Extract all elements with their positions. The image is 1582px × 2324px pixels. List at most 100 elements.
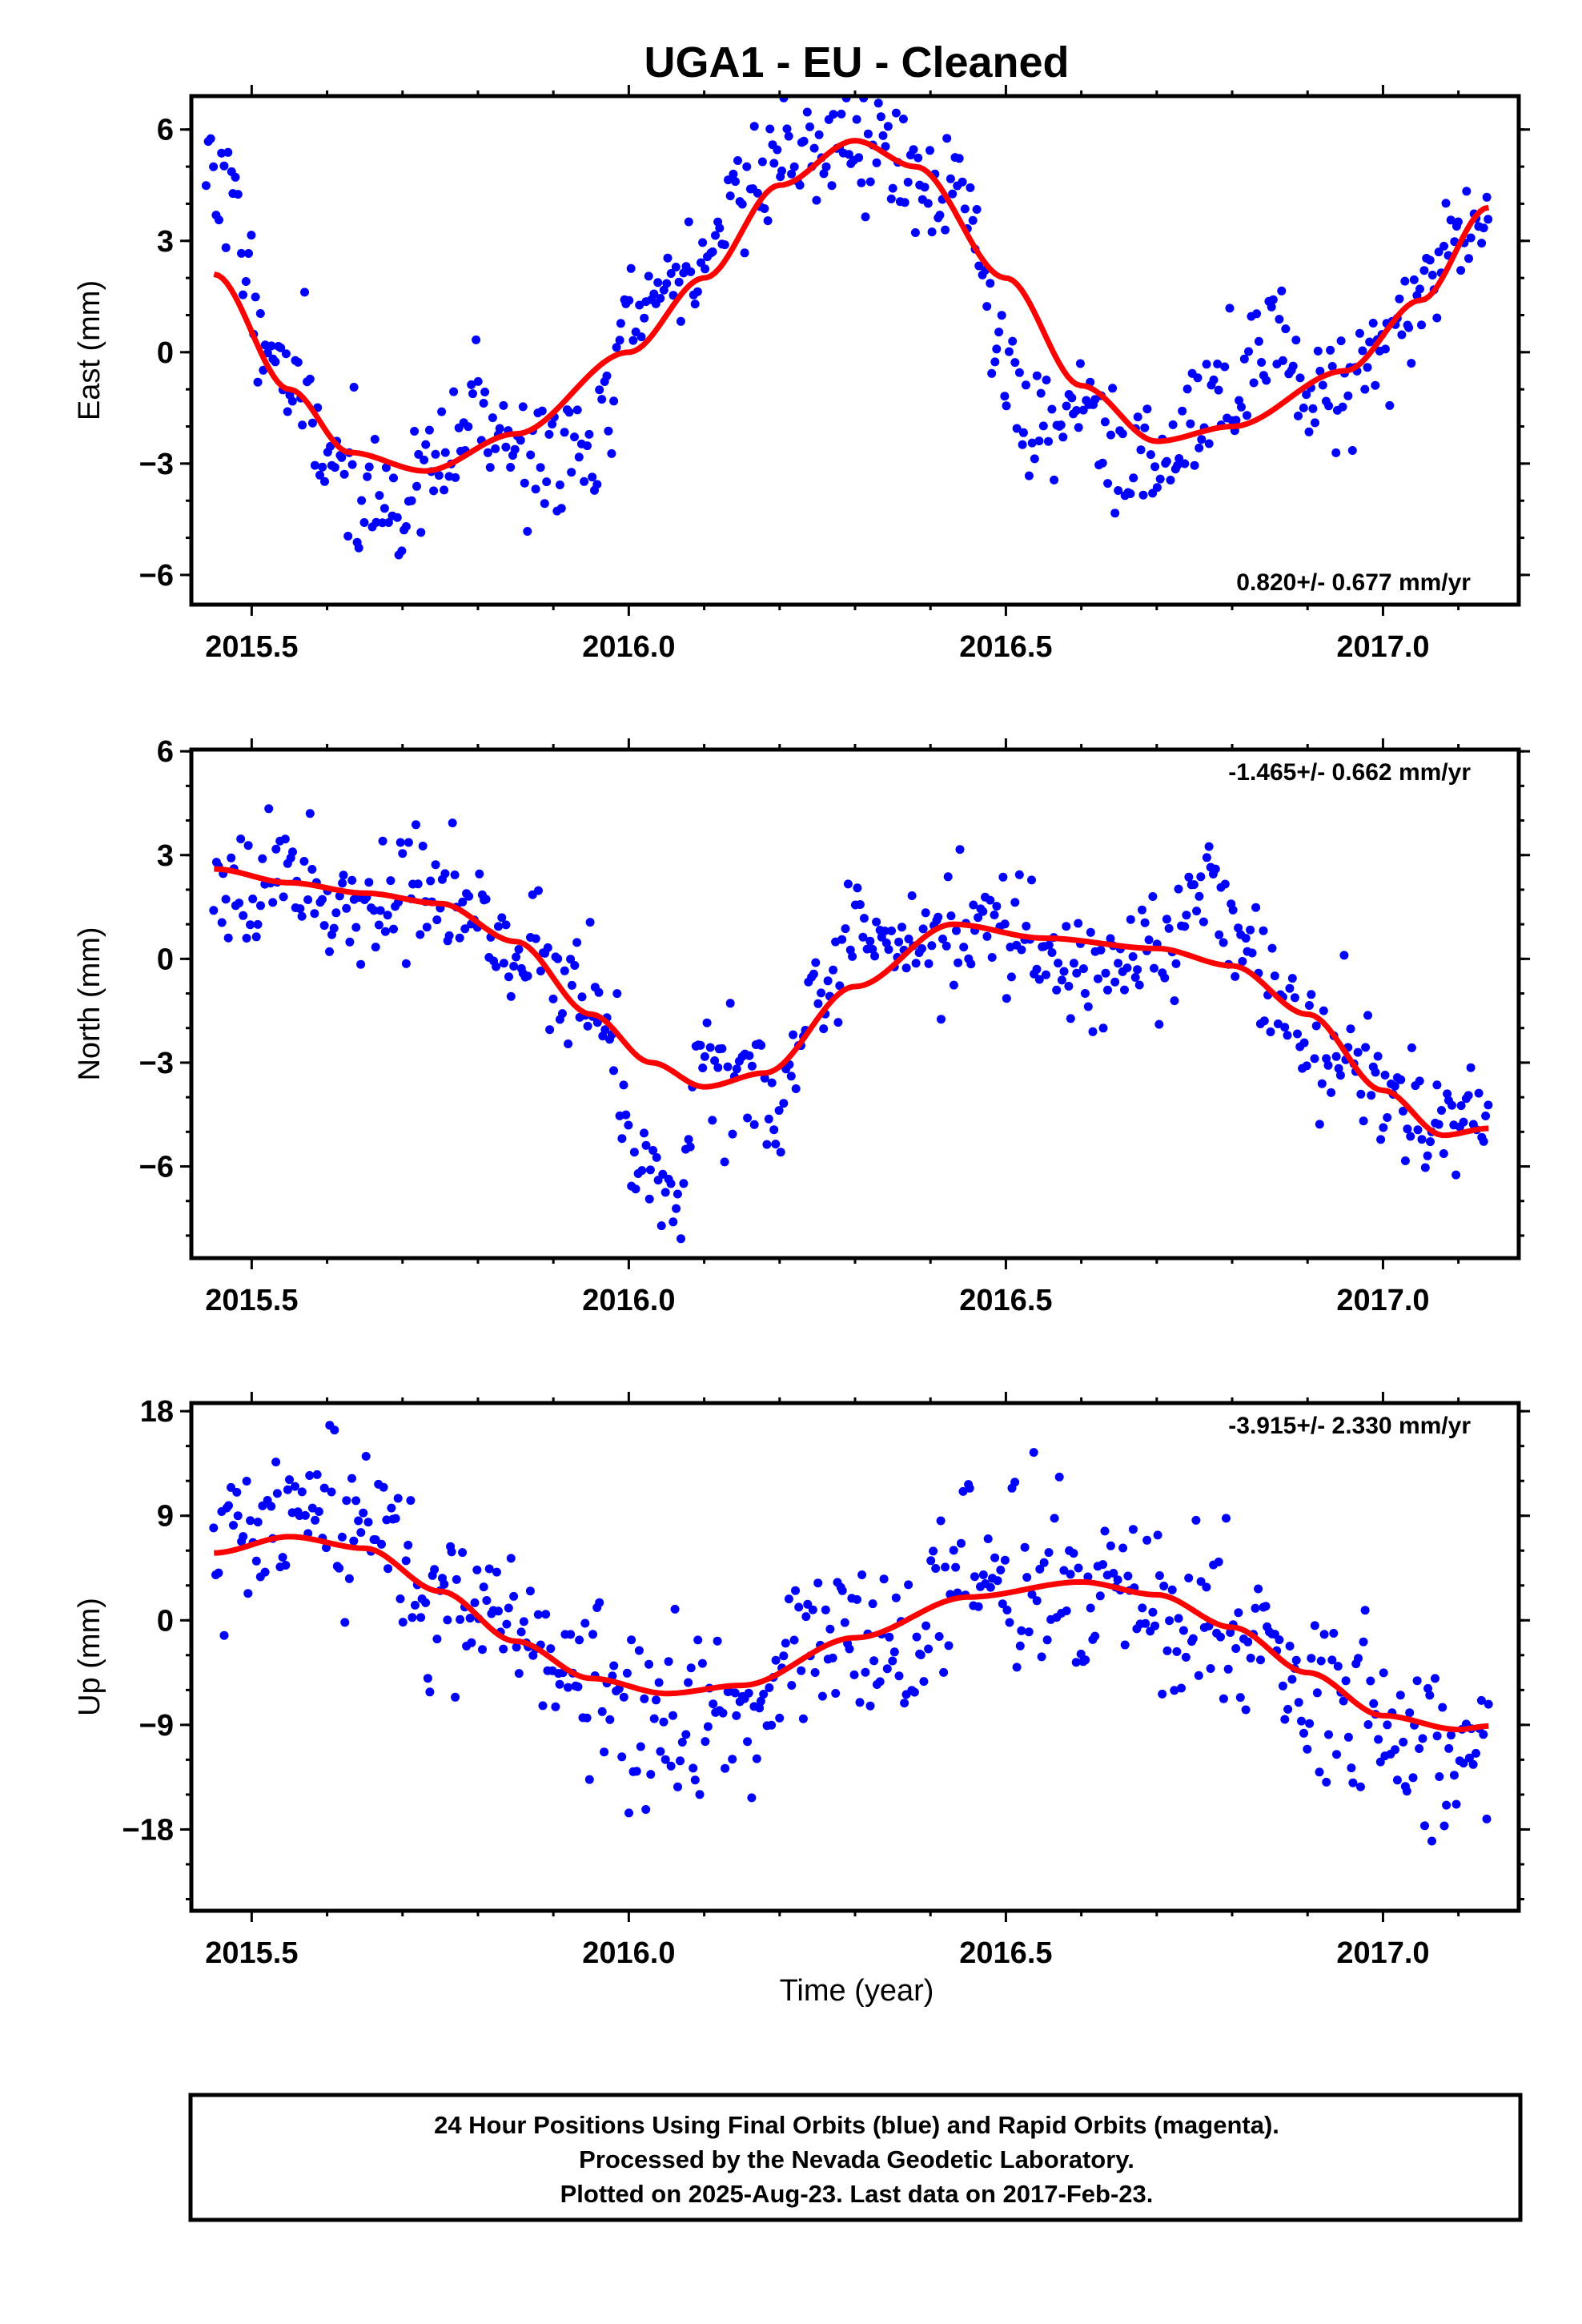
data-point [1162, 1646, 1172, 1655]
data-point [544, 429, 554, 439]
data-point [936, 1516, 946, 1526]
data-point [857, 1570, 867, 1579]
data-point [1439, 1821, 1449, 1831]
data-point [424, 425, 434, 435]
data-point [495, 424, 504, 433]
data-point [982, 302, 992, 312]
data-point [506, 463, 516, 472]
data-point [1417, 320, 1426, 330]
data-point [689, 1763, 698, 1773]
data-point [907, 891, 917, 900]
data-point [858, 932, 868, 942]
data-point [379, 504, 389, 513]
data-point [1047, 404, 1057, 414]
data-point [543, 943, 552, 952]
data-point [359, 518, 369, 527]
data-point [320, 476, 329, 486]
data-point [523, 971, 532, 981]
data-point [1302, 1061, 1311, 1071]
data-point [426, 876, 436, 886]
data-point [764, 1114, 773, 1124]
data-point [1243, 1637, 1253, 1647]
data-point [1277, 286, 1287, 296]
data-point [1273, 1019, 1283, 1028]
data-point [889, 1647, 899, 1657]
data-point [1441, 199, 1451, 208]
data-point [253, 919, 263, 929]
data-point [1144, 935, 1154, 945]
data-point [705, 1043, 715, 1052]
data-point [1354, 1654, 1363, 1663]
data-point [994, 328, 1004, 337]
data-point [978, 1570, 988, 1579]
data-point [622, 1668, 632, 1678]
data-point [271, 1458, 281, 1467]
data-point [248, 895, 258, 903]
data-point [233, 190, 243, 199]
data-point [831, 1689, 841, 1698]
data-point [1078, 405, 1088, 415]
data-point [1432, 1080, 1442, 1090]
data-point [1365, 337, 1375, 347]
data-point [1415, 284, 1424, 294]
data-point [732, 1711, 741, 1720]
data-point [492, 962, 501, 971]
data-point [232, 1487, 242, 1497]
data-point [882, 1664, 892, 1674]
data-point [1181, 1652, 1191, 1662]
data-point [479, 399, 488, 408]
data-point [911, 959, 921, 968]
data-point [987, 368, 997, 378]
data-point [1062, 922, 1071, 931]
data-point [1310, 1621, 1319, 1630]
data-point [1066, 1014, 1075, 1023]
data-point [1439, 241, 1448, 251]
data-point [969, 900, 978, 910]
data-point [501, 442, 511, 452]
data-point [1058, 432, 1068, 442]
data-point [745, 1051, 754, 1060]
data-point [267, 1502, 276, 1511]
data-point [1379, 1123, 1388, 1132]
data-point [1215, 930, 1224, 939]
data-point [1360, 384, 1370, 394]
data-point [1257, 358, 1267, 367]
data-point [580, 1618, 590, 1628]
data-point [1071, 1658, 1081, 1667]
data-point [1409, 275, 1419, 284]
data-point [1042, 970, 1050, 979]
data-point [516, 436, 525, 445]
data-point [1056, 420, 1066, 430]
data-point [467, 380, 476, 389]
data-point [287, 396, 297, 406]
data-point [939, 1667, 949, 1677]
data-point [1484, 215, 1493, 224]
data-point [217, 918, 227, 927]
data-point [701, 264, 710, 274]
data-point [640, 313, 649, 323]
data-point [1331, 1051, 1341, 1061]
data-point [1020, 1542, 1030, 1552]
data-point [1101, 968, 1110, 978]
data-point [779, 1099, 789, 1108]
data-point [791, 1586, 800, 1595]
data-point [597, 1707, 607, 1716]
data-point [1075, 359, 1085, 368]
data-point [1036, 388, 1046, 398]
data-point [813, 1578, 823, 1588]
data-point [1256, 1655, 1265, 1665]
data-point [715, 223, 725, 233]
caption-line-2: Processed by the Nevada Geodetic Laborat… [579, 2145, 1134, 2173]
data-point [214, 1568, 223, 1578]
data-point [679, 1179, 689, 1188]
data-point [293, 357, 303, 367]
data-point [776, 1148, 785, 1157]
data-point [912, 1632, 921, 1642]
data-point [854, 153, 864, 163]
data-point [237, 248, 246, 258]
data-point [681, 1730, 691, 1739]
data-point [418, 842, 428, 850]
data-point [1299, 1038, 1309, 1047]
data-point [624, 1120, 633, 1130]
y-tick-label: −18 [122, 1813, 174, 1847]
